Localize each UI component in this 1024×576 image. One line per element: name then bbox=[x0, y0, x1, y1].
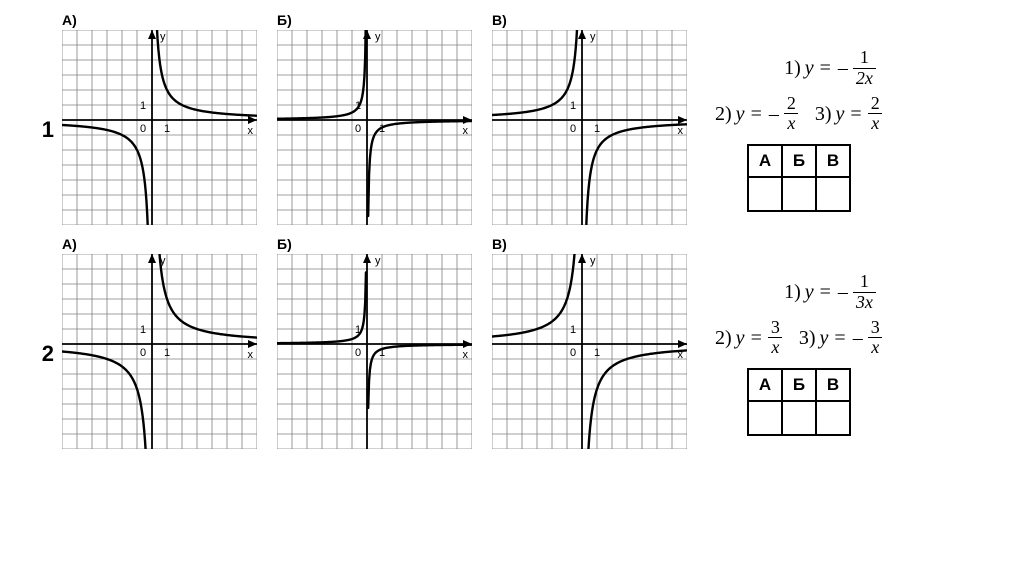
hyperbola-plot: 011yx bbox=[62, 254, 257, 449]
svg-text:x: x bbox=[463, 349, 469, 361]
answer-cell[interactable] bbox=[748, 401, 782, 435]
formula-lhs: y bbox=[736, 325, 745, 351]
formula-index: 3) bbox=[799, 325, 816, 351]
fraction: 1 2x bbox=[853, 48, 876, 88]
page: 1 А) 0 1 1 y x Б) 0 1 1 y x В) 0 1 1 y x 1) y bbox=[0, 0, 1024, 576]
answer-header: А bbox=[748, 369, 782, 401]
svg-text:x: x bbox=[463, 125, 469, 137]
minus-sign: – bbox=[768, 101, 780, 127]
svg-text:1: 1 bbox=[164, 123, 170, 135]
formula-2-2-3: 2) y = 3 x 3) y = – 3 bbox=[715, 318, 945, 358]
formula-index: 1) bbox=[784, 55, 801, 81]
row-number: 2 bbox=[18, 341, 62, 367]
chart-label: В) bbox=[492, 236, 507, 252]
fraction: 1 3x bbox=[853, 272, 876, 312]
answer-cell[interactable] bbox=[782, 177, 816, 211]
answer-cell[interactable] bbox=[816, 401, 850, 435]
formula-1-1: 1) y = – 1 2x bbox=[715, 48, 945, 88]
answer-header: Б bbox=[782, 369, 816, 401]
answer-table-2: А Б В bbox=[747, 368, 851, 436]
formula-lhs: y bbox=[805, 279, 814, 305]
answer-cell[interactable] bbox=[816, 177, 850, 211]
hyperbola-plot: 011yx bbox=[492, 254, 687, 449]
svg-text:1: 1 bbox=[140, 324, 146, 336]
formula-panel-1: 1) y = – 1 2x 2) y = – bbox=[715, 48, 945, 212]
formula-lhs: y bbox=[836, 101, 845, 127]
row-number: 1 bbox=[18, 117, 62, 143]
svg-text:0: 0 bbox=[570, 347, 576, 359]
hyperbola-plot: 0 1 1 y x bbox=[62, 30, 257, 225]
answer-cell[interactable] bbox=[782, 401, 816, 435]
svg-text:1: 1 bbox=[594, 347, 600, 359]
formula-lhs: y bbox=[736, 101, 745, 127]
fraction: 2 x bbox=[784, 94, 799, 134]
answer-header: В bbox=[816, 145, 850, 177]
formula-lhs: y bbox=[805, 55, 814, 81]
formula-2-1: 1) y = – 1 3x bbox=[715, 272, 945, 312]
svg-text:1: 1 bbox=[140, 100, 146, 112]
formula-panel-2: 1) y = – 1 3x 2) y = bbox=[715, 272, 945, 436]
svg-text:0: 0 bbox=[140, 347, 146, 359]
equals-sign: = bbox=[832, 325, 847, 351]
answer-header: В bbox=[816, 369, 850, 401]
svg-text:y: y bbox=[590, 31, 596, 43]
chart-group-2: А) 011yx Б) 011yx В) 011yx bbox=[62, 254, 687, 454]
formula-lhs: y bbox=[820, 325, 829, 351]
hyperbola-plot: 011yx bbox=[277, 254, 472, 449]
hyperbola-plot: 011yx bbox=[277, 30, 472, 225]
equals-sign: = bbox=[749, 101, 764, 127]
svg-text:1: 1 bbox=[594, 123, 600, 135]
svg-text:y: y bbox=[375, 31, 381, 43]
minus-sign: – bbox=[837, 279, 849, 305]
svg-text:x: x bbox=[248, 125, 254, 137]
formula-index: 1) bbox=[784, 279, 801, 305]
svg-text:x: x bbox=[248, 349, 254, 361]
chart-1A: А) 011yx bbox=[62, 30, 257, 230]
chart-label: А) bbox=[62, 236, 77, 252]
answer-table-1: А Б В bbox=[747, 144, 851, 212]
fraction: 3 x bbox=[768, 318, 783, 358]
chart-2B: Б) 011yx bbox=[277, 254, 472, 454]
answer-cell[interactable] bbox=[748, 177, 782, 211]
svg-text:0: 0 bbox=[355, 347, 361, 359]
formula-index: 3) bbox=[815, 101, 832, 127]
chart-label: В) bbox=[492, 12, 507, 28]
chart-1V: В) 011yx bbox=[492, 30, 687, 230]
formula-index: 2) bbox=[715, 325, 732, 351]
svg-text:y: y bbox=[375, 255, 381, 267]
answer-header: Б bbox=[782, 145, 816, 177]
svg-text:1: 1 bbox=[164, 347, 170, 359]
fraction: 2 x bbox=[868, 94, 883, 134]
minus-sign: – bbox=[852, 325, 864, 351]
hyperbola-plot: 0 1 1 y x bbox=[492, 30, 687, 225]
chart-1B: Б) 011yx bbox=[277, 30, 472, 230]
svg-text:1: 1 bbox=[570, 324, 576, 336]
answer-header: А bbox=[748, 145, 782, 177]
chart-2V: В) 011yx bbox=[492, 254, 687, 454]
formula-1-2-3: 2) y = – 2 x 3) y = 2 bbox=[715, 94, 945, 134]
equals-sign: = bbox=[818, 55, 833, 81]
equals-sign: = bbox=[818, 279, 833, 305]
svg-text:y: y bbox=[590, 255, 596, 267]
equals-sign: = bbox=[749, 325, 764, 351]
chart-label: Б) bbox=[277, 236, 292, 252]
formula-index: 2) bbox=[715, 101, 732, 127]
problem-row-1: 1 А) 011yx Б) 011yx В) 011yx 1) y bbox=[18, 30, 1006, 230]
svg-text:0: 0 bbox=[140, 123, 146, 135]
equals-sign: = bbox=[848, 101, 863, 127]
minus-sign: – bbox=[837, 55, 849, 81]
svg-text:0: 0 bbox=[570, 123, 576, 135]
chart-label: А) bbox=[62, 12, 77, 28]
svg-text:1: 1 bbox=[570, 100, 576, 112]
svg-text:x: x bbox=[678, 125, 684, 137]
problem-row-2: 2 А) 011yx Б) 011yx В) 011yx 1) y bbox=[18, 254, 1006, 454]
chart-label: Б) bbox=[277, 12, 292, 28]
svg-text:0: 0 bbox=[355, 123, 361, 135]
chart-group-1: А) 011yx Б) 011yx В) 011yx bbox=[62, 30, 687, 230]
svg-text:y: y bbox=[160, 31, 166, 43]
chart-2A: А) 011yx bbox=[62, 254, 257, 454]
fraction: 3 x bbox=[868, 318, 883, 358]
